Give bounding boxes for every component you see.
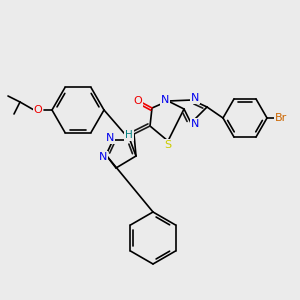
Text: H: H bbox=[125, 130, 133, 140]
Text: N: N bbox=[161, 95, 169, 105]
Text: N: N bbox=[191, 93, 199, 103]
Text: O: O bbox=[34, 105, 42, 115]
Text: O: O bbox=[134, 96, 142, 106]
Text: Br: Br bbox=[275, 113, 287, 123]
Text: N: N bbox=[191, 119, 199, 129]
Text: S: S bbox=[164, 140, 172, 150]
Text: N: N bbox=[99, 152, 107, 162]
Text: N: N bbox=[106, 133, 114, 143]
